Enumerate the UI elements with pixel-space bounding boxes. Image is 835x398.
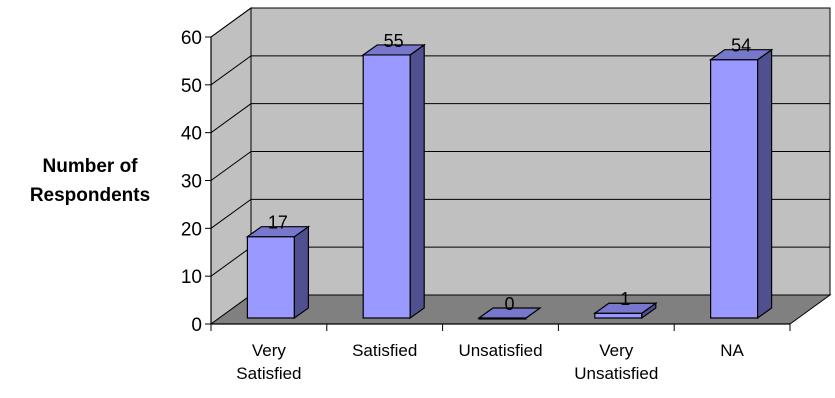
bar-side — [409, 43, 425, 320]
y-tick-label: 60 — [181, 28, 202, 49]
y-axis-title: Number of Respondents — [30, 156, 150, 206]
y-tick-label: 50 — [181, 76, 202, 97]
bar-top — [245, 226, 311, 238]
x-axis-categories: Very Satisfied Satisfied Unsatisfied Very Uns… — [210, 324, 791, 383]
bar-side — [293, 225, 309, 320]
y-axis-ticks: 0 10 20 30 40 50 60 — [181, 28, 211, 336]
gridline — [210, 198, 830, 229]
y-tick-label: 30 — [181, 172, 202, 193]
bar — [592, 302, 658, 320]
x-category-label: Very Unsatisfied — [574, 341, 658, 383]
x-category-label: Satisfied — [352, 341, 417, 360]
x-category-label: NA — [720, 341, 744, 360]
y-tick-label: 40 — [181, 124, 202, 145]
bars — [245, 43, 774, 320]
bar-front — [246, 236, 295, 319]
gridline — [210, 7, 830, 38]
data-label: 54 — [731, 36, 751, 56]
gridline — [210, 55, 830, 86]
x-category-label: Unsatisfied — [458, 341, 542, 360]
bar-top — [592, 302, 658, 314]
data-label: 0 — [504, 294, 514, 314]
bar-side — [756, 48, 773, 320]
bar — [361, 43, 427, 320]
y-tick-label: 0 — [191, 315, 202, 336]
bar-top — [708, 49, 774, 61]
bar — [708, 48, 774, 320]
bar-front — [709, 59, 759, 319]
bar-front — [362, 54, 411, 319]
data-labels: 17 55 0 1 54 — [268, 31, 751, 314]
bar — [245, 225, 311, 320]
data-label: 1 — [620, 289, 630, 309]
x-category-label: Very Satisfied — [236, 341, 301, 383]
bar-top — [477, 307, 542, 319]
y-tick-label: 10 — [181, 267, 202, 288]
gridline — [210, 103, 830, 134]
bar — [477, 307, 542, 320]
bar-top — [361, 44, 427, 56]
bar-front — [594, 312, 643, 319]
data-label: 17 — [268, 213, 288, 233]
data-label: 55 — [384, 31, 404, 51]
gridline — [210, 151, 830, 181]
y-tick-label: 20 — [181, 219, 202, 240]
